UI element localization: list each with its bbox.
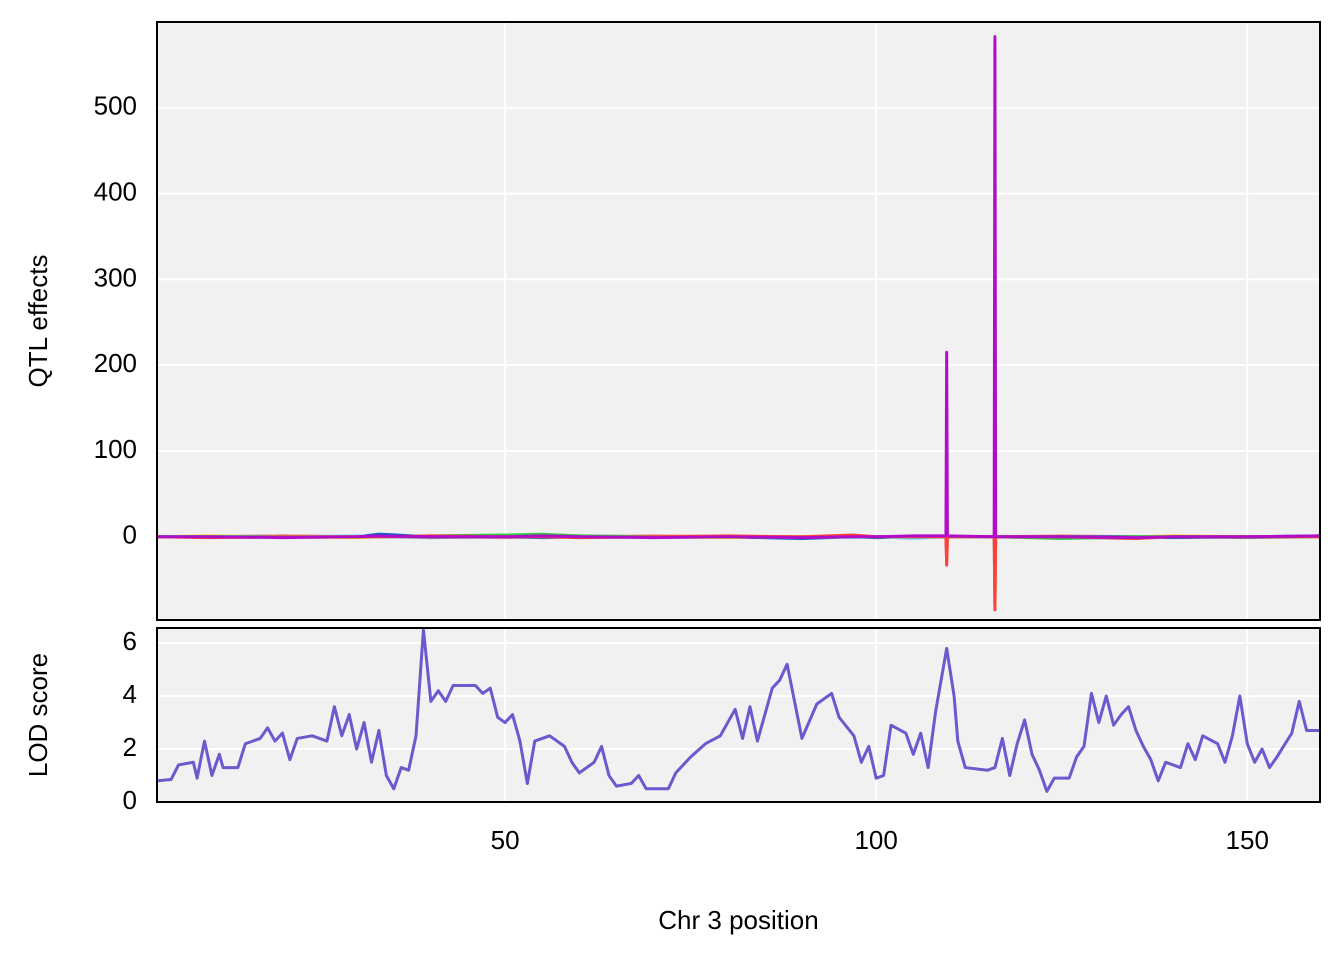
y-tick-label: 500 [94,91,137,121]
y-tick-label: 300 [94,262,137,292]
y-tick-label: 400 [94,176,137,206]
x-tick-label: 150 [1226,825,1269,855]
y-tick-label: 100 [94,434,137,464]
data-line [156,628,1320,793]
y-axis-label: LOD score [23,653,53,777]
y-tick-label: 2 [123,732,137,762]
y-tick-label: 0 [123,520,137,550]
plot-background [157,22,1320,620]
y-tick-label: 200 [94,348,137,378]
y-tick-label: 6 [123,626,137,656]
y-axis-label: QTL effects [23,255,53,388]
plot-border [156,21,1321,621]
plot-border [156,627,1321,803]
y-tick-label: 0 [123,785,137,815]
x-tick-label: 50 [491,825,520,855]
data-line [157,35,1321,540]
x-axis-label: Chr 3 position [658,905,818,935]
y-tick-label: 4 [123,679,137,709]
x-tick-label: 100 [854,825,897,855]
